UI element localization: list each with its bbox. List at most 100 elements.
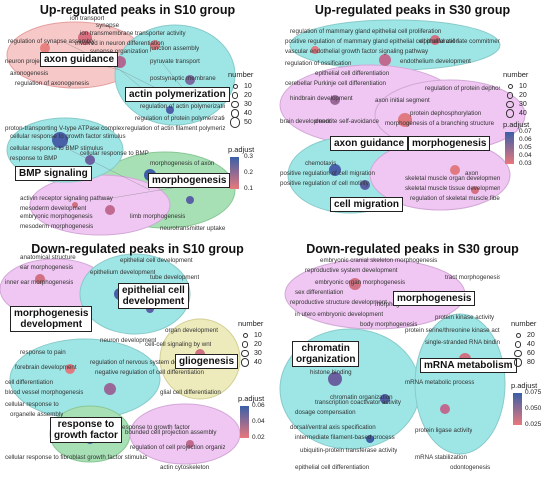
term-label: regulation of nervous system development: [90, 359, 207, 366]
size-legend-item: 50: [228, 117, 252, 128]
term-label: response to growth factor: [120, 424, 190, 431]
size-legend-item: 20: [228, 91, 252, 100]
nodes-up-s10: [40, 31, 195, 215]
size-legend-title: number: [238, 319, 264, 328]
color-bar: [513, 393, 522, 425]
size-legend-label: 10: [254, 332, 262, 339]
size-legend-label: 80: [526, 359, 535, 366]
color-tick-label: 0.07: [519, 128, 532, 135]
term-label: regulation of protein dephosphorylation: [425, 85, 500, 92]
color-tick-label: 0.3: [244, 153, 254, 160]
term-label: protein kinase activity: [435, 314, 495, 321]
size-legend-item: 80: [511, 358, 535, 367]
term-label: sex differentiation: [295, 289, 344, 296]
size-legend-label: 40: [518, 110, 527, 117]
color-tick-label: 0.03: [519, 160, 532, 167]
term-label: epithelial cell fate commitment: [420, 38, 500, 45]
term-label: morphogenesis of a branching structure: [385, 120, 495, 127]
term-label: odontogenesis: [450, 464, 491, 471]
size-legend-item: 20: [238, 340, 262, 349]
term-label: negative regulation of cell differentiat…: [95, 369, 204, 376]
term-label: regulation of actin filament polymerizat…: [125, 125, 225, 132]
term-label: synapse: [96, 22, 120, 29]
term-label: reproductive system development: [305, 267, 398, 274]
panel-title: Up-regulated peaks in S30 group: [314, 3, 511, 17]
term-label: cellular response to growth factor stimu…: [10, 133, 126, 140]
term-label: reproductive structure development: [290, 299, 387, 306]
term-label: cell-cell signaling by wnt: [145, 341, 212, 348]
label-bmp-signaling: BMP signaling: [15, 166, 92, 181]
term-label: endothelium development: [400, 58, 471, 65]
size-legend-item: 30: [238, 349, 262, 358]
panel-down-s10: Down-regulated peaks in S10 group anatom…: [0, 239, 275, 477]
term-label: regulation of axonogenesis: [15, 80, 89, 87]
term-label: actin cytoskeleton: [160, 464, 210, 471]
term-label: mRNA metabolic process: [405, 379, 475, 386]
size-circle-icon: [241, 349, 249, 358]
term-label: involved in neuron differentiation: [75, 40, 164, 47]
size-legend-title: number: [511, 319, 537, 328]
label-morphogenesis: morphogenesis: [148, 173, 231, 188]
term-label: epithelium development: [90, 269, 156, 276]
size-legend-label: 60: [526, 350, 535, 357]
size-legend-label: 30: [518, 101, 527, 108]
term-label: axon: [465, 170, 479, 177]
color-legend-title: p.adjust: [503, 120, 530, 129]
color-bar: [505, 132, 514, 164]
size-legend-label: 20: [253, 341, 262, 348]
term-label: vascular endothelial growth factor signa…: [285, 48, 429, 55]
size-circle-icon: [513, 358, 523, 367]
color-tick-label: 0.05: [519, 144, 532, 151]
term-label: axonogenesis: [10, 70, 49, 77]
term-label: mRNA stabilization: [415, 454, 467, 461]
term-label: transcription coactivator activity: [315, 399, 401, 406]
term-label: regulation of ossification: [285, 60, 352, 67]
size-circle-icon: [231, 100, 239, 109]
label-mrna-metabolism: mRNA metabolism: [420, 358, 517, 373]
size-circle-icon: [506, 100, 514, 109]
term-label: chemotaxis: [305, 160, 337, 167]
label-cell-migration: cell migration: [330, 197, 404, 212]
color-tick-label: 0.06: [252, 402, 265, 409]
size-legend-item: 10: [228, 82, 252, 91]
size-legend-label: 40: [526, 341, 535, 348]
color-tick-label: 0.075: [525, 389, 542, 396]
size-legend-label: 20: [527, 332, 535, 339]
label-epithelial-cell-development: epithelial cell development: [118, 283, 189, 309]
size-circle-icon: [232, 84, 238, 89]
term-label: protein serine/threonine kinase activity: [405, 327, 500, 334]
nodes-up-s30: [311, 35, 479, 194]
color-tick-label: 0.04: [252, 418, 265, 425]
term-label: skeletal muscle tissue development: [405, 185, 500, 192]
term-label: blood vessel morphogenesis: [5, 389, 84, 396]
size-legend-item: 30: [503, 100, 527, 109]
size-legend-label: 50: [243, 119, 252, 126]
term-label: epithelial cell development: [120, 257, 193, 264]
panel-down-s30: Down-regulated peaks in S30 group embryo…: [275, 239, 550, 477]
size-legend: 10 20 30 40 50: [228, 82, 252, 128]
term-label: in utero embryonic development: [295, 311, 384, 318]
term-label: histone binding: [310, 369, 352, 376]
term-label: epithelial cell differentiation: [295, 464, 370, 471]
size-legend-label: 10: [244, 83, 252, 90]
term-label: body morphogenesis: [360, 321, 418, 328]
color-tick-label: 0.1: [244, 185, 254, 192]
term-label: morphogenesis of axon: [150, 160, 215, 167]
term-label: dendrite self-avoidance: [315, 118, 379, 125]
size-circle-icon: [514, 349, 522, 358]
term-label: single-stranded RNA binding: [425, 339, 500, 346]
term-label: cellular response to fibroblast growth f…: [5, 454, 148, 461]
term-label: embryonic organ morphogenesis: [315, 279, 406, 286]
term-label: axon initial segment: [375, 97, 430, 104]
size-legend-label: 20: [243, 92, 252, 99]
term-label: neuron projection: [5, 58, 53, 65]
term-label: proton-transporting V-type ATPase comple…: [5, 125, 125, 132]
color-legend-title: p.adjust: [228, 145, 255, 154]
size-legend-item: 40: [511, 340, 535, 349]
size-legend-label: 20: [518, 92, 527, 99]
term-label: positive regulation of mammary gland epi…: [285, 38, 460, 45]
term-label: tract morphogenesis: [445, 274, 500, 281]
term-label: neurotransmitter uptake: [160, 225, 225, 232]
size-legend-item: 10: [238, 331, 262, 340]
size-legend-item: 30: [228, 100, 252, 109]
